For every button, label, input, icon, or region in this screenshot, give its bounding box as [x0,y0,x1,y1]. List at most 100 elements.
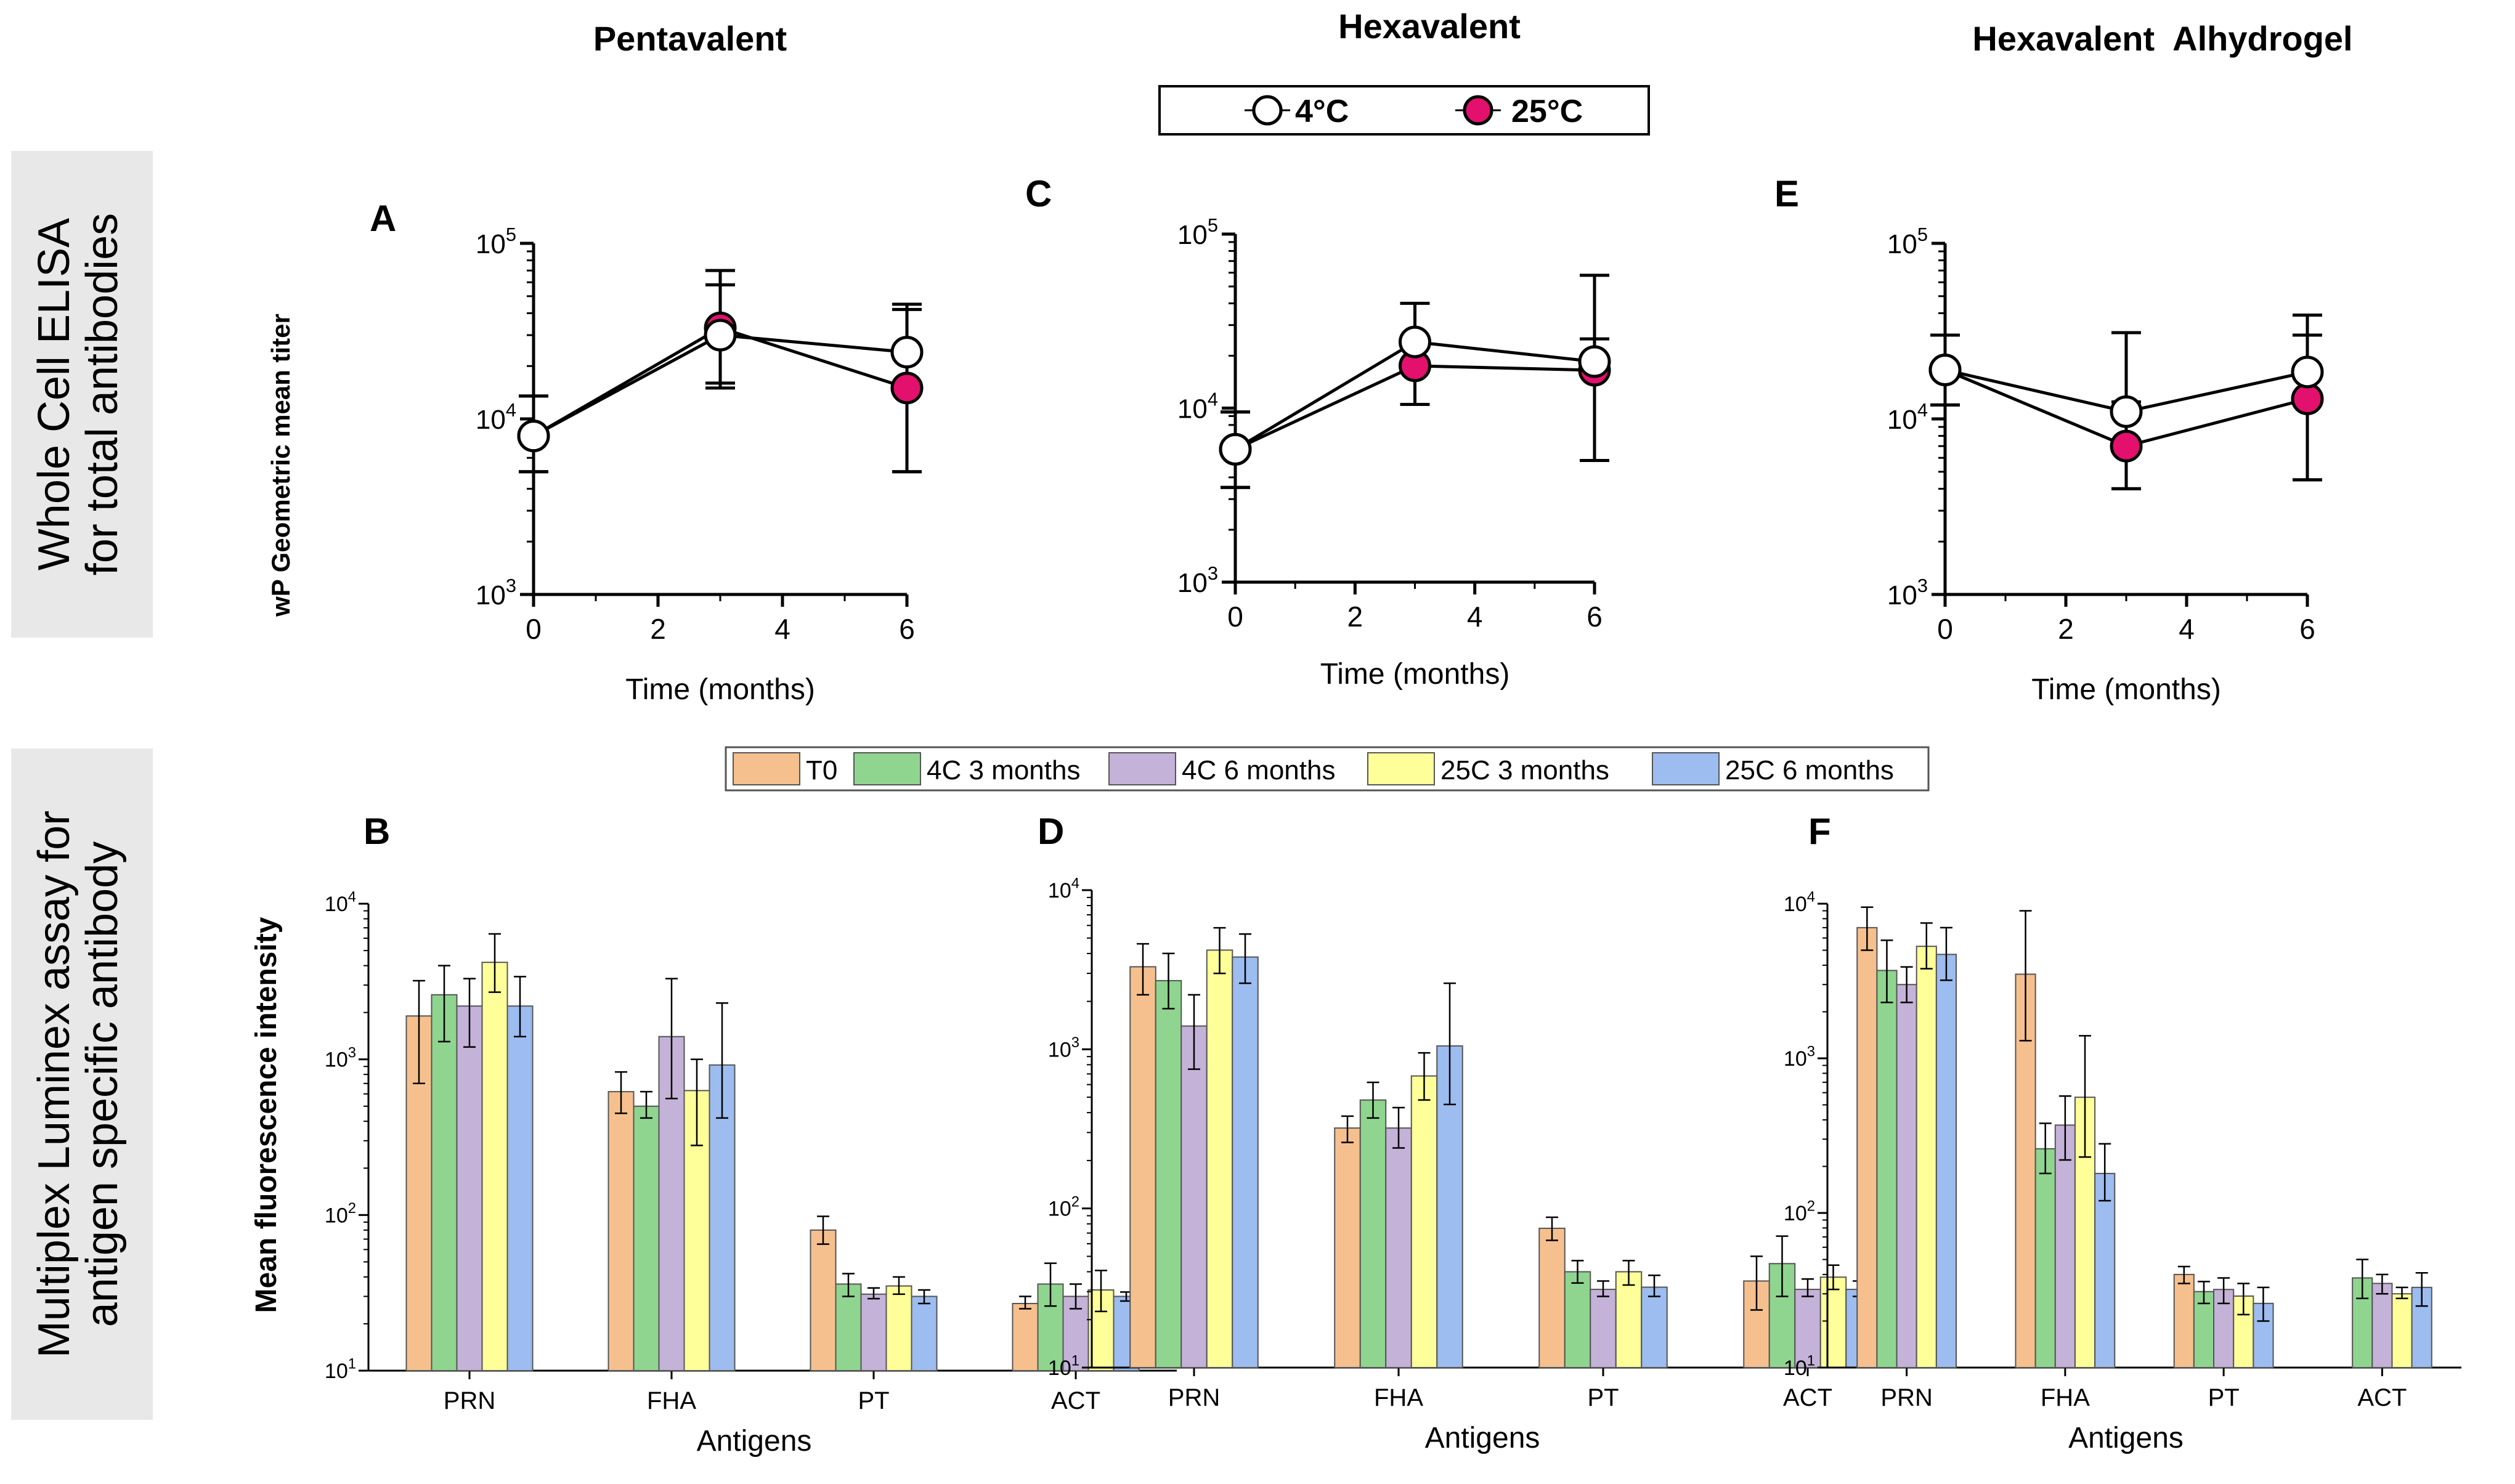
x-tick-label-act: ACT [1783,1384,1832,1411]
bar-fha-2 [2054,1124,2076,1368]
data-point-4c [1578,345,1611,378]
panel-letter-D: D [1038,811,1064,852]
row-label-bottom-line1: Multiplex Luminex assay for [30,811,79,1358]
bottom-ylabel: Mean fluorescence intensity [250,917,283,1313]
data-point-4c [1219,432,1252,466]
bar-pt-2 [1590,1289,1617,1369]
row-label-top: Whole Cell ELISA for total antibodies [11,151,153,638]
legend-top: 4°C 25°C [1158,85,1650,136]
x-axis-label: Time (months) [1320,658,1510,691]
data-point-25c [2110,429,2143,463]
bar-pt-4 [1641,1286,1668,1368]
x-tick-label: 2 [1347,601,1363,633]
y-tick-label: 103 [1784,1044,1815,1071]
row-label-bottom-line2: antigen specific antibody [78,841,127,1328]
panel-letter-E: E [1774,173,1799,214]
y-tick-label: 105 [1887,224,1928,259]
bar-pt-0 [810,1229,837,1371]
y-tick-label: 102 [325,1200,356,1227]
bar-fha-4 [2094,1172,2116,1369]
x-tick-label-fha: FHA [2041,1384,2090,1411]
y-tick-label: 103 [1048,1034,1079,1061]
bar-prn-2 [456,1005,483,1371]
x-tick-label-act: ACT [2357,1384,2407,1411]
y-tick-label: 104 [476,399,516,435]
y-tick-label: 104 [325,889,356,916]
x-axis-label: Antigens [2068,1422,2184,1454]
x-tick-label: 2 [650,613,666,645]
bar-fha-3 [1410,1075,1438,1368]
x-tick-label: 6 [1587,601,1603,633]
x-axis-label: Antigens [1425,1422,1540,1454]
panel-F: F 101 102 103 104 PRN FHA PT ACT Antigens [1784,811,2461,1454]
bar-prn-1 [1876,970,1898,1368]
y-tick-label: 101 [1784,1353,1815,1380]
x-axis-label: Time (months) [625,673,815,706]
data-point-4c [2291,355,2324,389]
bar-prn-1 [431,994,458,1372]
panel-E: E 103 104 105 0 2 4 6 Time (months) [1774,173,2324,706]
x-tick-label-pt: PT [858,1387,889,1414]
bar-prn-1 [1155,979,1182,1368]
x-tick-label: 0 [1937,613,1953,645]
x-tick-label-prn: PRN [1880,1384,1932,1411]
x-tick-label: 0 [1227,601,1243,633]
x-tick-label-prn: PRN [444,1387,495,1414]
y-tick-label: 104 [1887,399,1928,435]
legend-25c-label: 25°C [1511,94,1583,129]
row-label-bottom: Multiplex Luminex assay for antigen spec… [11,748,153,1420]
y-tick-label: 103 [1177,562,1218,598]
x-tick-label: 4 [2179,613,2195,645]
data-point-4c [1399,325,1431,359]
y-tick-label: 103 [325,1044,356,1071]
panel-letter-C: C [1025,173,1052,214]
x-tick-label: 4 [1467,601,1483,633]
bar-fha-0 [1334,1127,1361,1368]
legend-25c3-label: 25C 3 months [1440,755,1609,785]
bar-prn-3 [1206,949,1233,1368]
bar-prn-0 [1856,926,1878,1368]
bar-pt-3 [1615,1271,1643,1368]
bar-prn-4 [1935,954,1957,1368]
x-tick-label: 2 [2058,613,2074,645]
bar-fha-1 [2034,1148,2056,1368]
top-ylabel: wP Geometric mean titer [266,314,295,617]
bar-prn-3 [1916,946,1937,1368]
row-label-top-line2: for total antibodies [78,213,127,575]
panel-A: A 103 104 105 0 2 4 6 Time (months) [370,198,924,706]
bar-pt-3 [885,1285,912,1372]
bar-fha-1 [1359,1099,1387,1368]
bar-act-3 [1819,1276,1847,1369]
y-tick-label: 105 [1177,214,1218,250]
legend-t0-swatch [733,752,800,785]
y-tick-label: 103 [476,575,516,610]
y-tick-label: 103 [1887,575,1928,610]
x-tick-label-pt: PT [2208,1384,2240,1411]
data-point-4c [704,318,737,352]
legend-4c6-swatch [1108,752,1176,785]
bar-pt-0 [2173,1273,2195,1369]
data-point-4c [2110,395,2143,428]
y-tick-label: 102 [1048,1193,1079,1220]
x-tick-label-act: ACT [1051,1387,1100,1414]
y-tick-label: 105 [476,224,516,259]
y-tick-label: 101 [325,1356,356,1383]
x-axis-label: Time (months) [2031,673,2221,706]
panel-letter-F: F [1808,811,1831,852]
data-point-25c [2291,383,2324,416]
panel-letter-B: B [364,811,390,852]
bar-prn-3 [481,962,508,1372]
panel-C: C 103 104 105 0 2 4 6 Time (months) [1025,173,1611,691]
y-tick-label: 101 [1048,1353,1079,1380]
legend-4c3-swatch [853,752,921,785]
legend-4c3-label: 4C 3 months [927,755,1080,785]
y-tick-label: 102 [1784,1198,1815,1225]
bar-prn-2 [1180,1025,1208,1368]
bar-fha-0 [607,1091,635,1371]
bar-fha-1 [633,1105,660,1372]
bar-pt-1 [835,1283,862,1372]
bar-act-2 [2371,1283,2393,1369]
column-title-hexavalent-alhydrogel: Hexavalent Alhydrogel [1972,19,2352,58]
x-tick-label-fha: FHA [1374,1384,1423,1411]
